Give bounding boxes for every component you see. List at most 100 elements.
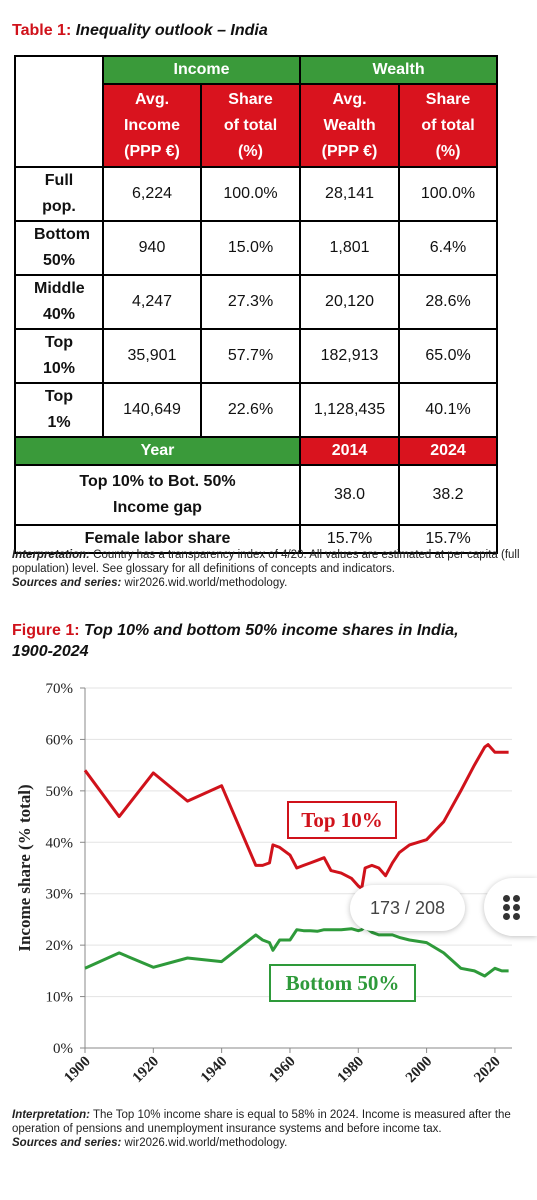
x-tick-label: 1900	[61, 1054, 94, 1087]
y-tick-label: 10%	[46, 990, 74, 1006]
note-text: wir2026.wid.world/methodology.	[124, 577, 288, 589]
table-cell: 1,128,435	[299, 382, 401, 438]
table-caption: Table 1: Inequality outlook – India	[12, 20, 268, 41]
table-row: Full pop. 6,224 100.0% 28,141 100.0%	[14, 166, 499, 222]
row-label: Top 1%	[14, 382, 104, 438]
note: Sources and series: wir2026.wid.world/me…	[12, 1136, 522, 1150]
y-tick-label: 70%	[46, 681, 74, 697]
table-notes: Interpretation: Country has a transparen…	[12, 548, 522, 590]
x-tick-label: 1920	[130, 1054, 163, 1087]
x-tick-label: 1940	[198, 1054, 231, 1087]
table-cell: 6.4%	[398, 220, 499, 276]
table-label: Table 1:	[12, 22, 72, 39]
note-text: wir2026.wid.world/methodology.	[124, 1137, 288, 1149]
table-row: Bottom 50% 940 15.0% 1,801 6.4%	[14, 220, 499, 276]
year: 2024	[398, 436, 499, 466]
group-header: Income	[101, 55, 302, 85]
column-header-text: Share of total (%)	[223, 90, 278, 160]
table-cell: 100.0%	[398, 166, 499, 222]
note: Interpretation: Country has a transparen…	[12, 548, 522, 576]
series-label: Top 10%	[301, 808, 383, 832]
row-label: Middle 40%	[14, 274, 104, 330]
indicator-value: 38.2	[398, 464, 499, 526]
x-tick-label: 2020	[471, 1054, 504, 1087]
table-cell: 4,247	[102, 274, 202, 330]
table-cell: 57.7%	[199, 328, 302, 384]
figure-label: Figure 1:	[12, 622, 80, 639]
indicator-value: 15.7%	[398, 524, 499, 554]
row-label-text: Top 10%	[42, 334, 76, 377]
table-cell: 65.0%	[398, 328, 499, 384]
y-tick-label: 50%	[46, 784, 74, 800]
table-title: Inequality outlook – India	[75, 22, 268, 39]
y-tick-label: 40%	[46, 835, 74, 851]
y-tick-label: 30%	[46, 887, 74, 903]
row-label: Bottom 50%	[14, 220, 104, 276]
row-label: Top 10%	[14, 328, 104, 384]
figure-notes: Interpretation: The Top 10% income share…	[12, 1108, 522, 1150]
y-tick-label: 20%	[46, 938, 74, 954]
column-header: Share of total (%)	[199, 83, 302, 168]
series-line	[84, 925, 509, 978]
y-tick-label: 0%	[53, 1041, 73, 1057]
menu-button[interactable]	[484, 878, 537, 936]
column-header-text: Avg. Wealth (PPP €)	[321, 90, 378, 160]
table-cell: 182,913	[299, 328, 401, 384]
row-label-text: Full pop.	[42, 172, 76, 215]
inequality-table: Income Wealth Avg. Income (PPP €) Share o…	[13, 55, 499, 554]
indicator-label-text: Top 10% to Bot. 50% Income gap	[79, 473, 236, 516]
table-cell: 100.0%	[199, 166, 302, 222]
table-cell: 35,901	[102, 328, 202, 384]
note-label: Sources and series:	[12, 1137, 122, 1149]
table-cell: 28.6%	[398, 274, 499, 330]
row-label-text: Bottom 50%	[34, 226, 90, 269]
row-label-text: Middle 40%	[34, 280, 85, 323]
row-label-text: Top 1%	[44, 388, 74, 431]
page-indicator: 173 / 208	[350, 885, 465, 931]
table-row: Top 1% 140,649 22.6% 1,128,435 40.1%	[14, 382, 499, 438]
table-cell: 40.1%	[398, 382, 499, 438]
note: Interpretation: The Top 10% income share…	[12, 1108, 522, 1136]
table-cell: 28,141	[299, 166, 401, 222]
group-header: Wealth	[299, 55, 499, 85]
note-text: The Top 10% income share is equal to 58%…	[12, 1109, 511, 1135]
table-cell: 20,120	[299, 274, 401, 330]
series-label: Bottom 50%	[286, 971, 400, 995]
table-row: Top 10% 35,901 57.7% 182,913 65.0%	[14, 328, 499, 384]
x-tick-label: 2000	[403, 1054, 436, 1087]
table-cell: 6,224	[102, 166, 202, 222]
indicator-label: Female labor share	[13, 524, 302, 554]
row-label: Full pop.	[14, 166, 104, 222]
series-line	[83, 743, 509, 891]
table-row: Middle 40% 4,247 27.3% 20,120 28.6%	[14, 274, 499, 330]
year: 2014	[299, 436, 401, 466]
indicator-label: Top 10% to Bot. 50% Income gap	[13, 464, 302, 526]
note: Sources and series: wir2026.wid.world/me…	[12, 576, 522, 590]
note-label: Interpretation:	[12, 549, 90, 561]
year-label: Year	[13, 436, 302, 466]
table-cell: 27.3%	[199, 274, 302, 330]
column-header-text: Avg. Income (PPP €)	[123, 90, 180, 160]
y-tick-label: 60%	[46, 732, 74, 748]
x-tick-label: 1980	[335, 1054, 368, 1087]
column-header: Share of total (%)	[398, 83, 499, 168]
column-header-text: Share of total (%)	[421, 90, 475, 160]
figure-caption: Figure 1: Top 10% and bottom 50% income …	[12, 620, 462, 662]
table-cell: 140,649	[102, 382, 202, 438]
empty-cell	[14, 55, 104, 168]
series-label-box	[287, 801, 397, 839]
note-label: Interpretation:	[12, 1109, 90, 1121]
indicator-value: 15.7%	[299, 524, 401, 554]
table-cell: 940	[102, 220, 202, 276]
x-tick-label: 1960	[266, 1054, 299, 1087]
table-cell: 15.0%	[199, 220, 302, 276]
figure-title: Top 10% and bottom 50% income shares in …	[12, 622, 459, 660]
note-label: Sources and series:	[12, 577, 122, 589]
table-cell: 1,801	[299, 220, 401, 276]
indicator-value: 38.0	[299, 464, 401, 526]
column-header: Avg. Wealth (PPP €)	[299, 83, 401, 168]
note-text: Country has a transparency index of 4/20…	[12, 549, 520, 575]
table-cell: 22.6%	[199, 382, 302, 438]
y-axis-label: Income share (% total)	[15, 784, 34, 951]
